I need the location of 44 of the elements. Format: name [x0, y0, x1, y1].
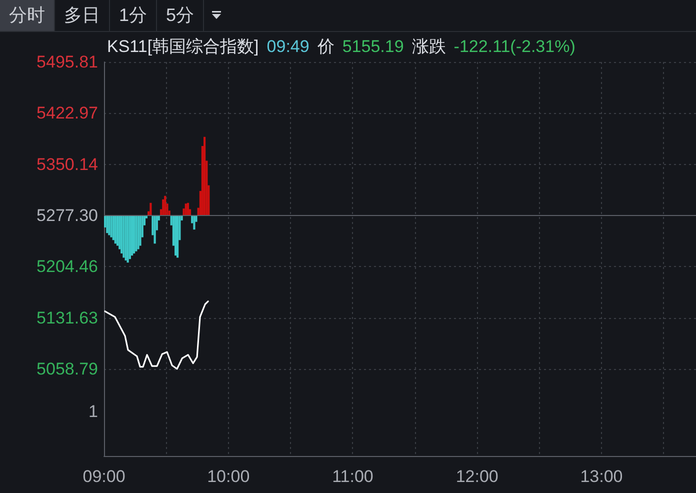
y-tick-label: 5277.30	[36, 206, 98, 226]
x-tick-label: 12:00	[456, 467, 498, 486]
bar	[174, 216, 177, 256]
text: 1	[88, 402, 98, 422]
text: 09:49	[266, 37, 310, 56]
bar	[164, 196, 166, 216]
bar	[124, 216, 127, 260]
y-tick-label: 5350.14	[36, 154, 98, 174]
bar	[118, 216, 121, 250]
text: 1分	[110, 0, 158, 31]
bar	[137, 216, 140, 250]
bar	[162, 199, 164, 216]
bar	[203, 136, 206, 216]
y-tick-label: 5204.46	[36, 257, 98, 276]
x-tick-label: 13:00	[580, 467, 623, 486]
y-tick-label: 5058.79	[36, 360, 98, 379]
text: 5155.19	[342, 37, 404, 56]
y-tick-label: 5495.81	[36, 52, 98, 72]
bar	[186, 202, 190, 216]
text: 价	[317, 37, 334, 56]
bar	[150, 202, 152, 216]
bar	[108, 216, 110, 236]
text: 多日	[55, 0, 110, 31]
text: -122.11(-2.31%)	[454, 37, 576, 56]
bar	[112, 216, 114, 240]
y-tick-label: 5422.97	[36, 104, 98, 123]
chart-title: KS11[韩国综合指数]	[107, 37, 259, 56]
text: 5分	[157, 0, 204, 31]
bar	[193, 216, 196, 230]
bar	[106, 216, 108, 234]
bar	[154, 216, 156, 244]
x-tick-label: 09:00	[82, 467, 126, 486]
x-tick-label: 11:00	[332, 467, 374, 486]
bar	[132, 216, 136, 254]
line-series	[104, 300, 209, 370]
y-tick-label: 5131.63	[36, 308, 98, 328]
bar	[114, 216, 116, 244]
bar	[184, 204, 187, 216]
x-tick-label: 10:00	[207, 467, 250, 486]
bar	[139, 216, 142, 246]
bar	[176, 216, 179, 258]
text: 分时	[0, 0, 55, 31]
text: 涨跌	[412, 37, 446, 56]
bar	[126, 216, 129, 263]
